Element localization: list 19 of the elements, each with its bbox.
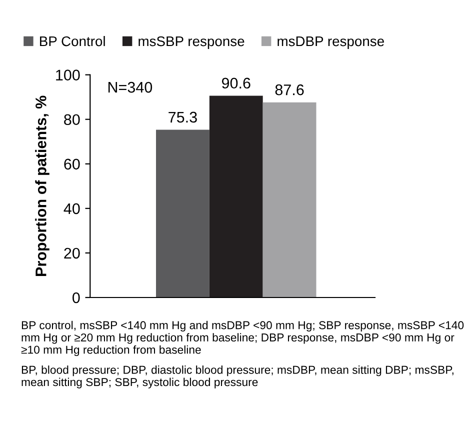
text: BP, blood pressure; DBP, diastolic blood pressure; msDBP, mean sitting DBP; msSBP, mean sitting SBP; SBP, systolic blood pressure bbox=[22, 366, 454, 388]
y-tick-label: 40 bbox=[64, 203, 80, 214]
y-tick-label: 0 bbox=[72, 292, 80, 304]
y-tick-label: 80 bbox=[64, 114, 80, 126]
y-tick-label: 100 bbox=[56, 70, 80, 80]
legend-label: msSBP response bbox=[138, 36, 244, 49]
legend-label: msDBP response bbox=[278, 36, 384, 49]
data-label: 75.3 bbox=[168, 112, 197, 123]
annotation: N=340 bbox=[108, 82, 152, 93]
y-tick-label: 60 bbox=[64, 158, 80, 170]
legend-label: BP Control bbox=[40, 36, 105, 46]
bar bbox=[209, 96, 263, 298]
bar bbox=[262, 102, 316, 298]
bar bbox=[156, 130, 210, 298]
data-label: 87.6 bbox=[275, 84, 304, 96]
y-axis-title: Proportion of patients, % bbox=[35, 96, 50, 276]
text: BP control, msSBP <140 mm Hg and msDBP <90 mm Hg; SBP response, msSBP <140 mm Hg or ≥20 mm Hg reduction from baseline; DBP response, msDBP <90 mm Hg or ≥10 mm Hg reduction from baseline bbox=[21, 320, 464, 356]
data-label: 90.6 bbox=[222, 78, 250, 89]
y-tick-label: 20 bbox=[64, 248, 80, 259]
